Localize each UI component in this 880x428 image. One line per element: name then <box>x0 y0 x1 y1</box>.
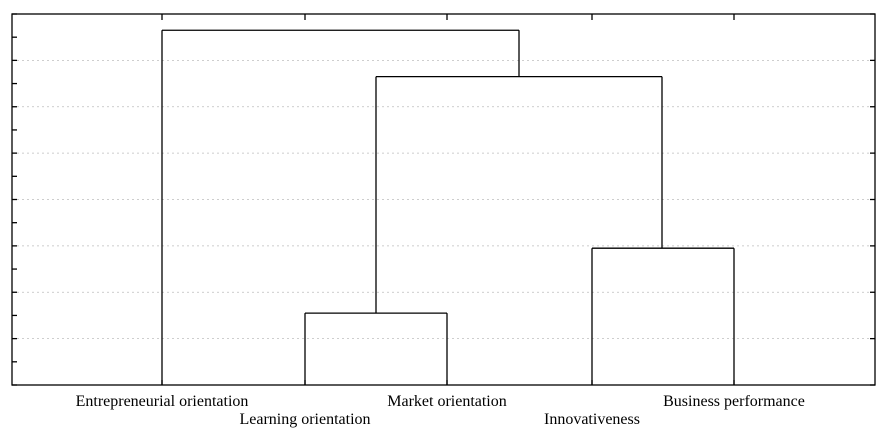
leaf-label: Innovativeness <box>544 411 640 428</box>
leaf-label: Market orientation <box>387 393 507 410</box>
leaf-label: Learning orientation <box>239 411 370 428</box>
leaf-label: Business performance <box>663 393 805 410</box>
leaf-label: Entrepreneurial orientation <box>76 393 249 410</box>
